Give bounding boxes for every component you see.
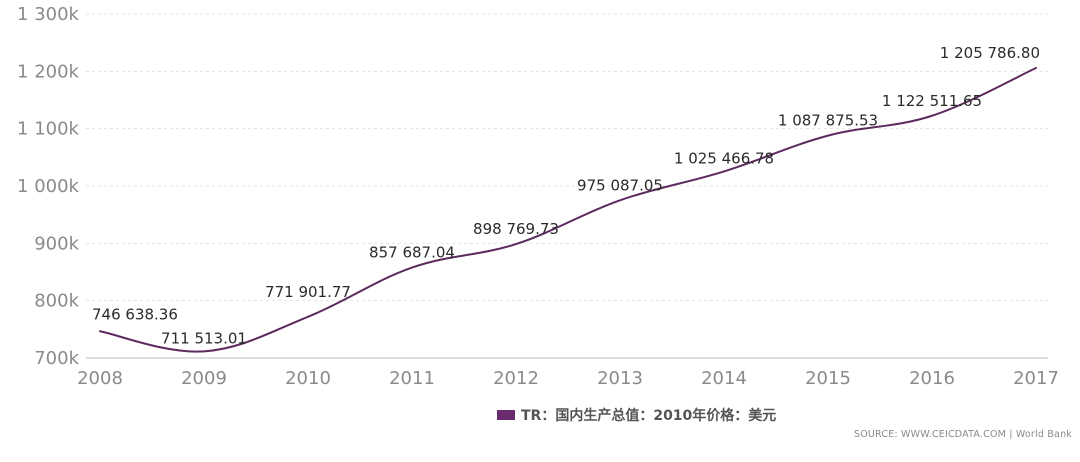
data-label: 898 769.73 [473,220,559,238]
data-label: 1 087 875.53 [778,112,878,130]
data-label: 857 687.04 [369,244,455,262]
y-tick-label: 1 200k [17,61,80,82]
source-note: SOURCE: WWW.CEICDATA.COM | World Bank [853,429,1072,440]
grid-lines [86,13,1048,359]
x-tick-label: 2014 [701,368,747,389]
y-tick-label: 700k [34,348,79,369]
data-labels: 746 638.36 711 513.01 771 901.77 857 687.04… [92,44,1040,347]
x-tick-label: 2013 [597,368,643,389]
data-label: 1 205 786.80 [940,44,1040,62]
x-tick-label: 2009 [181,368,227,389]
legend: TR：国内生产总值：2010年价格：美元 [497,404,776,426]
x-tick-label: 2017 [1013,368,1059,389]
data-label: 1 025 466.78 [674,149,774,167]
data-label: 975 087.05 [577,176,663,194]
legend-label: TR：国内生产总值：2010年价格：美元 [521,408,777,424]
y-axis: 700k 800k 900k 1 000k 1 100k 1 200k 1 300k [17,4,80,369]
x-axis: 2008 2009 2010 2011 2012 2013 2014 2015 2016 2017 [77,368,1059,389]
data-label: 771 901.77 [265,283,351,301]
y-tick-label: 900k [34,233,79,254]
x-tick-label: 2016 [909,368,955,389]
legend-swatch [497,410,515,420]
x-tick-label: 2011 [389,368,435,389]
data-label: 711 513.01 [161,329,247,347]
x-tick-label: 2008 [77,368,123,389]
data-label: 746 638.36 [92,305,178,323]
y-tick-label: 1 300k [17,4,80,25]
y-tick-label: 1 000k [17,176,80,197]
y-tick-label: 1 100k [17,119,80,140]
x-tick-label: 2010 [285,368,331,389]
data-label: 1 122 511.65 [882,92,982,110]
x-tick-label: 2015 [805,368,851,389]
series-group [99,67,1037,353]
y-tick-label: 800k [34,291,79,312]
x-tick-label: 2012 [493,368,539,389]
series-line [99,67,1037,353]
